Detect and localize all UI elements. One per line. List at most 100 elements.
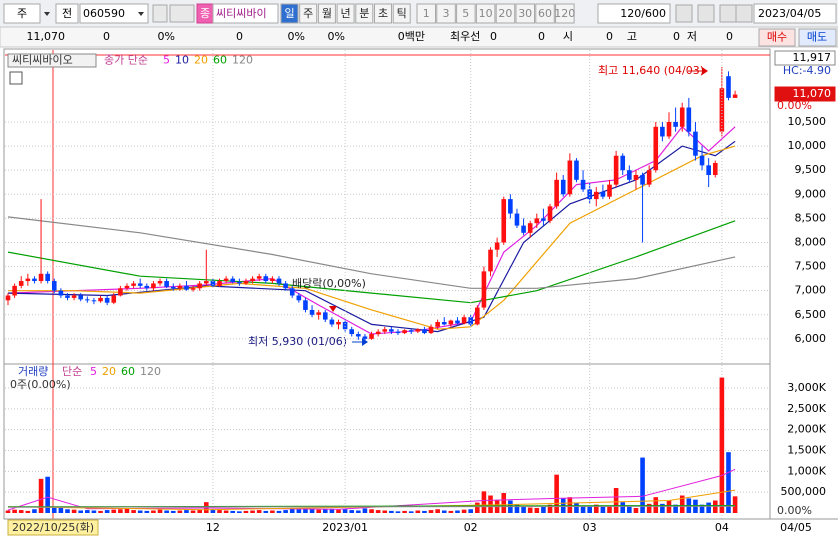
interval-button[interactable] — [416, 3, 436, 24]
candle-body — [51, 281, 57, 291]
candle-body — [349, 329, 355, 335]
period-button[interactable] — [299, 3, 318, 24]
sell-button[interactable] — [798, 28, 837, 47]
sound-icon[interactable] — [169, 4, 195, 23]
interval-label: 1 — [423, 7, 430, 20]
period-label: 일 — [284, 6, 294, 20]
candle-body — [78, 295, 84, 300]
volume-bar — [71, 509, 77, 513]
volume-bar — [157, 509, 163, 513]
candle-body — [230, 278, 236, 282]
sell-label: 매도 — [807, 31, 827, 44]
candle-body — [243, 281, 249, 284]
interval-button[interactable] — [456, 3, 476, 24]
candle-body — [250, 278, 255, 282]
period-label: 주 — [303, 7, 313, 20]
volume-bar — [726, 452, 731, 513]
volume-bar — [422, 510, 427, 513]
volume-bar — [283, 510, 288, 513]
volume-bar — [5, 510, 11, 513]
info-item: 0 — [103, 30, 110, 43]
candle-body — [435, 321, 440, 327]
volume-bar — [441, 510, 447, 513]
interval-label: 3 — [443, 7, 450, 20]
code-input[interactable] — [79, 3, 149, 24]
interval-button[interactable] — [495, 3, 516, 24]
volume-bar — [514, 504, 520, 513]
volume-bar — [600, 506, 606, 513]
grid-icon[interactable] — [9, 71, 23, 85]
candle-body — [217, 281, 222, 286]
tool-icon[interactable] — [719, 4, 737, 23]
interval-button[interactable] — [436, 3, 456, 24]
candle-body — [686, 107, 692, 132]
candle-body — [151, 283, 156, 289]
candle-body — [342, 321, 348, 330]
volume-bar — [85, 510, 90, 513]
info-item: 0 — [236, 30, 243, 43]
candle-body — [712, 162, 718, 176]
y-tick-label: 10,500 — [788, 115, 827, 128]
legend-entry: 60 — [121, 365, 135, 378]
interval-button[interactable] — [475, 3, 496, 24]
y-tick-label: 10,000 — [788, 139, 827, 152]
info-item: 0% — [288, 30, 305, 43]
volume-bar — [408, 511, 414, 513]
volume-bar — [547, 504, 553, 513]
candle-body — [653, 126, 659, 171]
count-input[interactable] — [597, 3, 671, 24]
y-tick-label: 500,000 — [781, 485, 827, 498]
candle-body — [494, 242, 500, 250]
market-select[interactable] — [3, 3, 41, 24]
period-button[interactable] — [280, 3, 299, 24]
search-icon[interactable] — [152, 4, 168, 23]
date-input[interactable] — [753, 3, 837, 24]
volume-bar — [660, 503, 665, 513]
volume-bar — [468, 509, 473, 513]
volume-bar — [587, 506, 592, 513]
candle-body — [204, 281, 209, 284]
candle-body — [137, 283, 143, 286]
candle-body — [415, 329, 421, 332]
interval-button[interactable] — [555, 3, 575, 24]
period-button[interactable] — [336, 3, 355, 24]
tool-icon[interactable] — [675, 4, 693, 23]
volume-bar — [289, 508, 295, 513]
period-button[interactable] — [355, 3, 374, 24]
y-tick-label: 8,500 — [795, 211, 827, 224]
candle-body — [534, 218, 540, 224]
buy-button[interactable] — [758, 28, 796, 47]
info-item: 최우선 — [450, 30, 480, 43]
volume-bar — [580, 505, 586, 513]
candle-body — [600, 191, 606, 197]
interval-label: 60 — [538, 7, 552, 20]
info-item: 11,070 — [27, 30, 66, 43]
legend-entry: 20 — [102, 365, 116, 378]
volume-bar — [534, 508, 540, 513]
interval-button[interactable] — [535, 3, 555, 24]
candle-body — [547, 206, 553, 221]
info-item: 0 — [673, 30, 680, 43]
candle-body — [336, 321, 341, 325]
period-button[interactable] — [374, 3, 392, 24]
period-button[interactable] — [317, 3, 336, 24]
interval-button[interactable] — [515, 3, 535, 24]
candle-body — [131, 283, 136, 286]
interval-label: 10 — [479, 7, 493, 20]
candle-body — [706, 165, 711, 176]
info-item: 0 — [538, 30, 545, 43]
tool-icon[interactable] — [697, 4, 715, 23]
period-button[interactable] — [392, 3, 411, 24]
prev-button[interactable] — [55, 3, 79, 24]
y-tick-label: 1,500K — [787, 444, 826, 457]
volume-bar — [303, 508, 308, 513]
candle-body — [627, 170, 632, 180]
candle-body — [382, 329, 388, 332]
candle-body — [554, 179, 559, 207]
tool-icon[interactable] — [735, 4, 753, 23]
candle-body — [402, 330, 407, 334]
candle-body — [322, 312, 328, 320]
candle-body — [177, 285, 183, 289]
candle-body — [65, 295, 70, 298]
